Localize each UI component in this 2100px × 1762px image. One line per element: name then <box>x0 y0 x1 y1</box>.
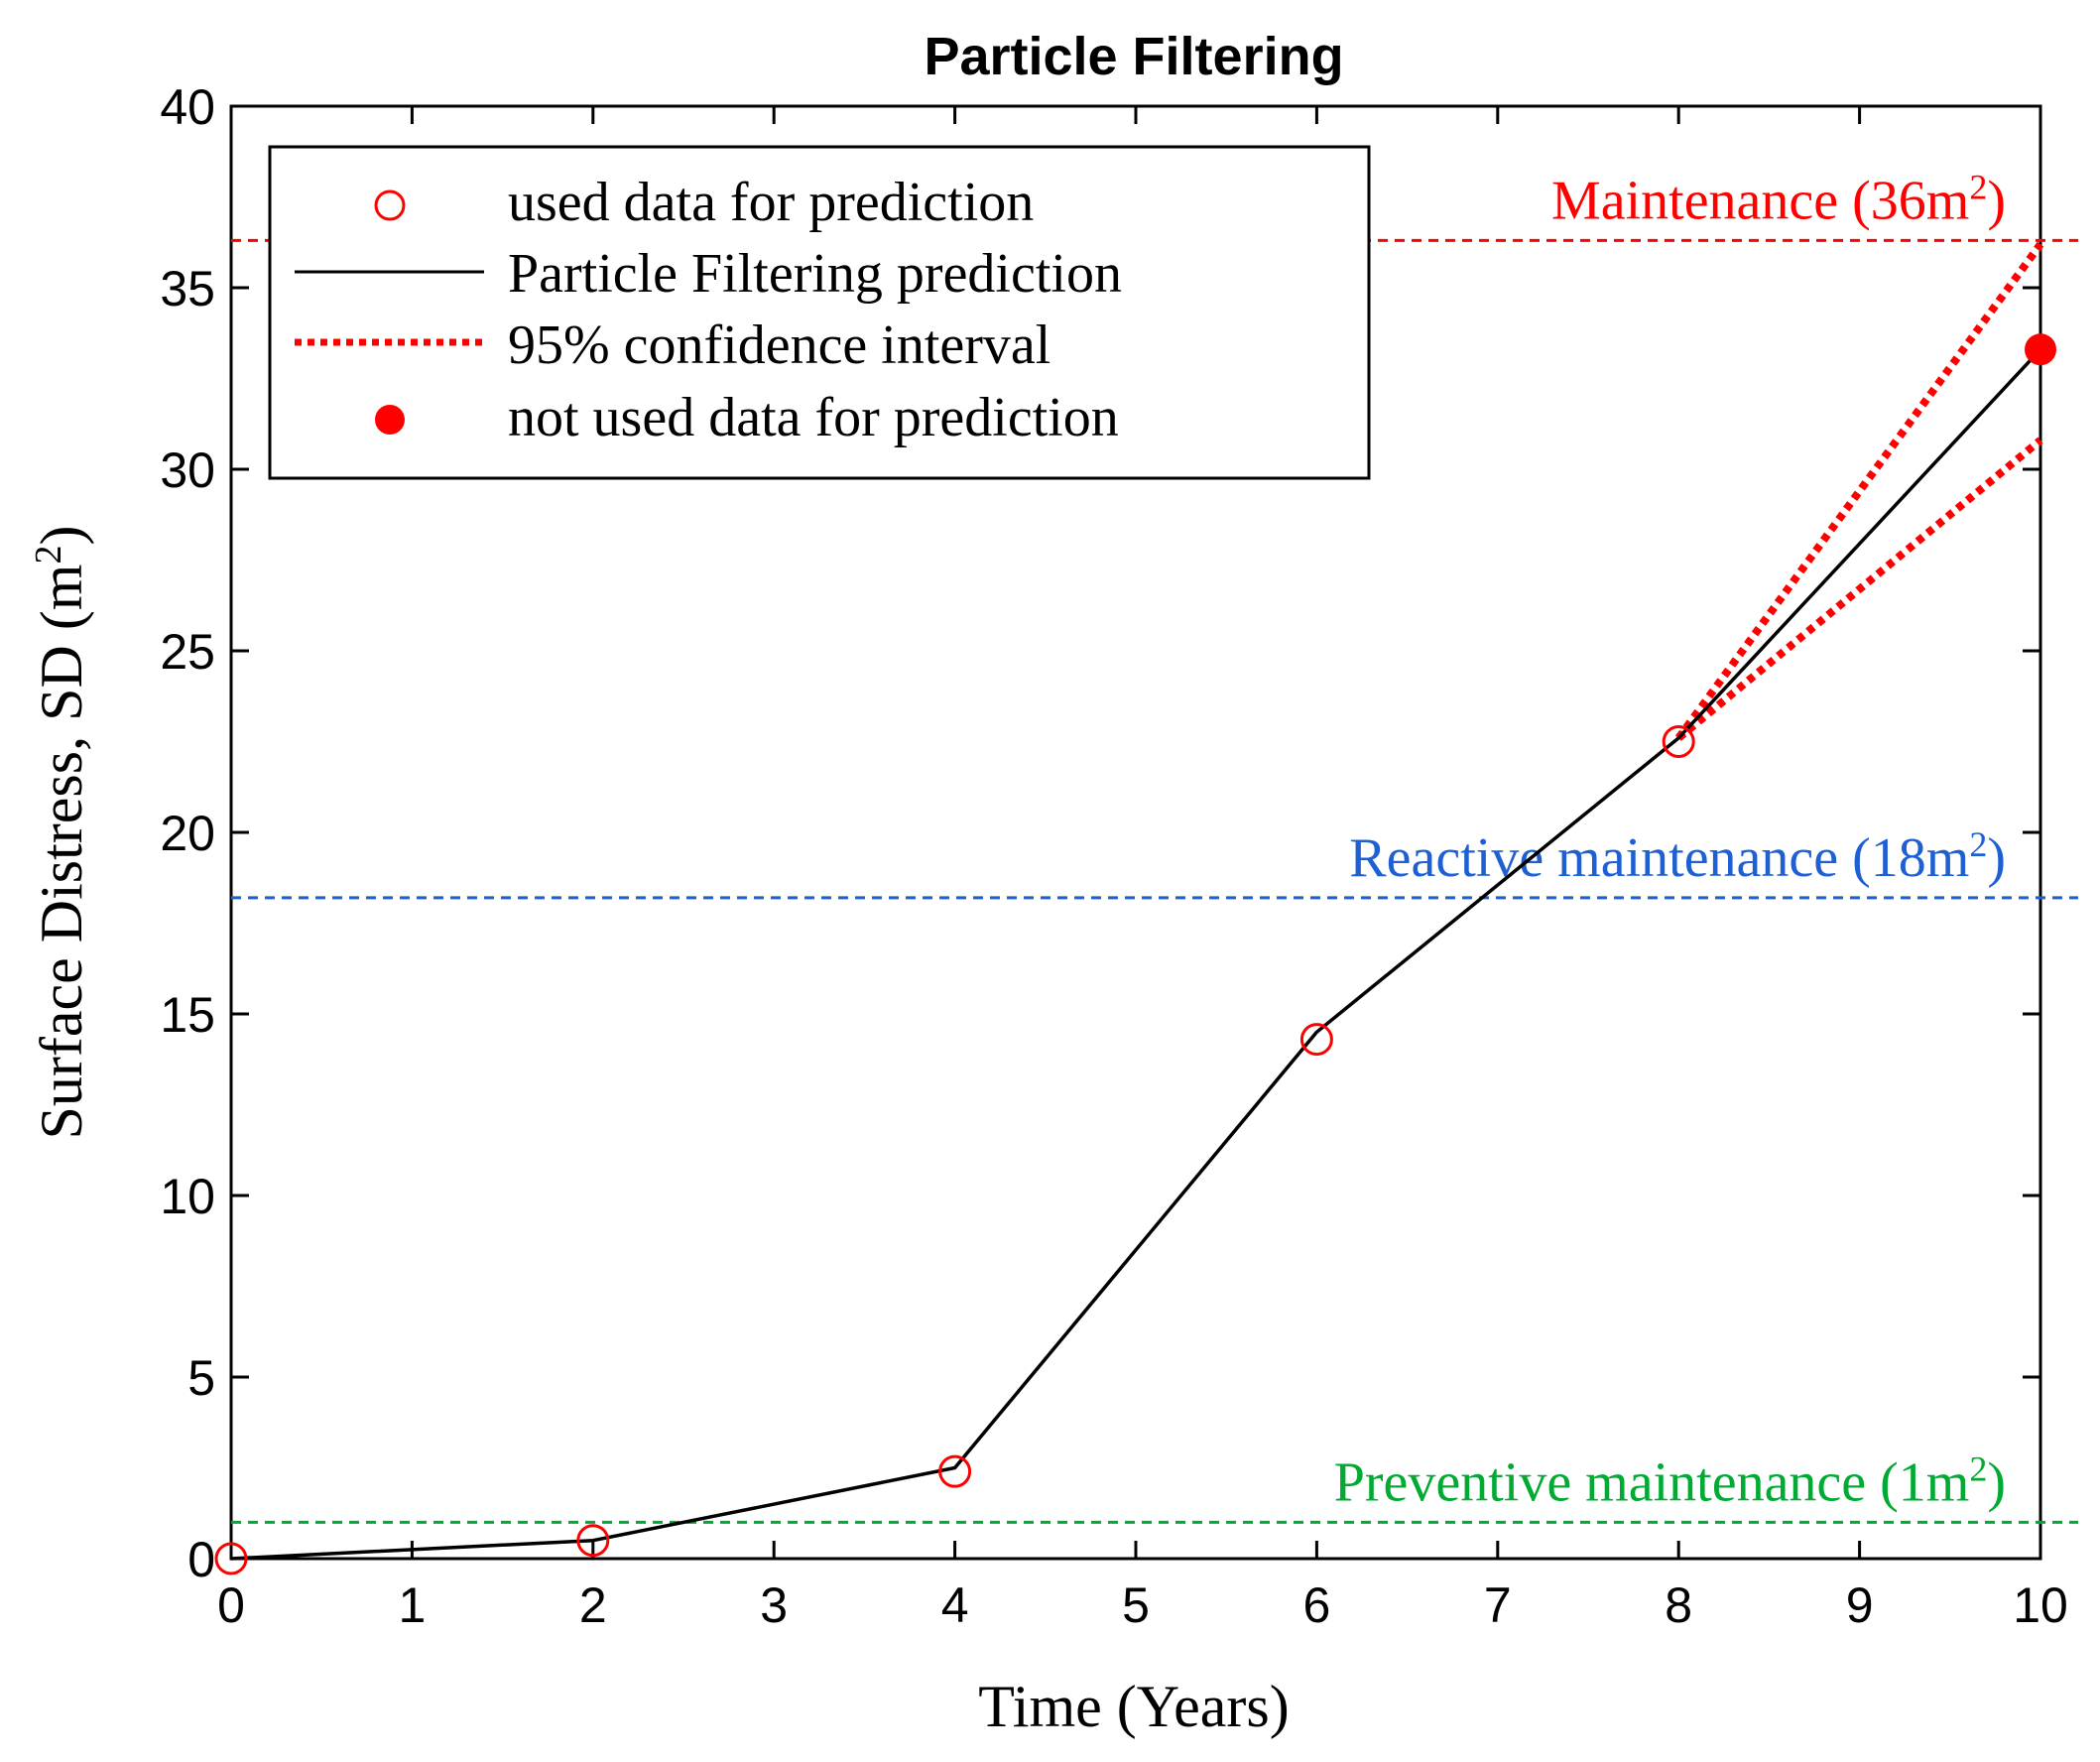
y-tick-label: 5 <box>187 1350 215 1406</box>
y-tick-label: 25 <box>160 624 215 680</box>
used-data-point <box>214 1542 248 1575</box>
threshold-label-sup: 2 <box>1969 824 1987 864</box>
y-axis-label-close: ) <box>29 526 94 546</box>
chart-title: Particle Filtering <box>924 27 1343 86</box>
x-tick-label: 2 <box>579 1577 607 1633</box>
x-tick-label: 6 <box>1302 1577 1330 1633</box>
prediction-line <box>230 348 2042 1561</box>
threshold-label-text: Reactive maintenance (18m <box>1349 827 1969 889</box>
threshold-label-sup: 2 <box>1969 1448 1987 1488</box>
threshold-lines: Maintenance (36m2)Reactive maintenance (… <box>231 167 2078 1524</box>
x-tick-label: 8 <box>1665 1577 1692 1633</box>
x-tick-label: 0 <box>217 1577 245 1633</box>
y-tick-label: 15 <box>160 987 215 1043</box>
threshold-label-maintenance: Maintenance (36m2) <box>1551 167 2006 231</box>
y-axis-label-text: Surface Distress, SD (m <box>29 565 94 1140</box>
x-tick-label: 1 <box>398 1577 426 1633</box>
y-tick-label: 0 <box>187 1532 215 1587</box>
legend-marker-filled-circle <box>375 405 405 435</box>
legend-label-not-used-data: not used data for prediction <box>508 387 1119 448</box>
legend-marker-open-circle <box>374 189 406 221</box>
y-axis-label: Surface Distress, SD (m2) <box>28 526 94 1140</box>
threshold-label-close: ) <box>1987 170 2006 231</box>
legend-box <box>268 145 1371 480</box>
threshold-label-close: ) <box>1987 827 2006 889</box>
legend: used data for prediction Particle Filter… <box>268 145 1371 480</box>
x-tick-label: 7 <box>1484 1577 1512 1633</box>
y-tick-label: 20 <box>160 806 215 861</box>
y-axis-ticks: 0 5 10 15 20 25 30 35 40 <box>160 79 2040 1587</box>
x-tick-label: 4 <box>941 1577 969 1633</box>
threshold-label-sup: 2 <box>1969 167 1987 206</box>
confidence-interval-lower <box>1675 437 2043 741</box>
x-tick-label: 5 <box>1122 1577 1150 1633</box>
y-tick-label: 10 <box>160 1169 215 1224</box>
series-layer <box>214 241 2056 1575</box>
threshold-label-close: ) <box>1987 1451 2006 1513</box>
y-tick-label: 35 <box>160 261 215 316</box>
legend-label-pf-prediction: Particle Filtering prediction <box>508 243 1122 305</box>
y-axis-label-sup: 2 <box>28 546 69 565</box>
not-used-data-point <box>2025 333 2056 366</box>
y-tick-label: 30 <box>160 442 215 498</box>
used-data-point <box>1299 1023 1333 1057</box>
used-data-point <box>938 1454 972 1488</box>
x-tick-label: 10 <box>2013 1577 2068 1633</box>
y-tick-label: 40 <box>160 79 215 135</box>
x-axis-ticks: 0 1 2 3 4 5 6 7 8 9 10 <box>217 106 2068 1633</box>
threshold-label-preventive-maintenance: Preventive maintenance (1m2) <box>1334 1448 2006 1513</box>
x-axis-label: Time (Years) <box>978 1674 1289 1739</box>
threshold-label-text: Preventive maintenance (1m <box>1334 1451 1970 1513</box>
legend-label-confidence-interval: 95% confidence interval <box>508 315 1050 376</box>
used-data-point <box>576 1524 610 1558</box>
legend-label-used-data: used data for prediction <box>508 172 1034 233</box>
used-data-point <box>1662 725 1695 758</box>
threshold-label-text: Maintenance (36m <box>1551 170 1969 231</box>
confidence-interval-upper <box>1674 241 2044 741</box>
x-tick-label: 9 <box>1846 1577 1874 1633</box>
x-tick-label: 3 <box>760 1577 788 1633</box>
threshold-label-reactive-maintenance: Reactive maintenance (18m2) <box>1349 824 2006 889</box>
